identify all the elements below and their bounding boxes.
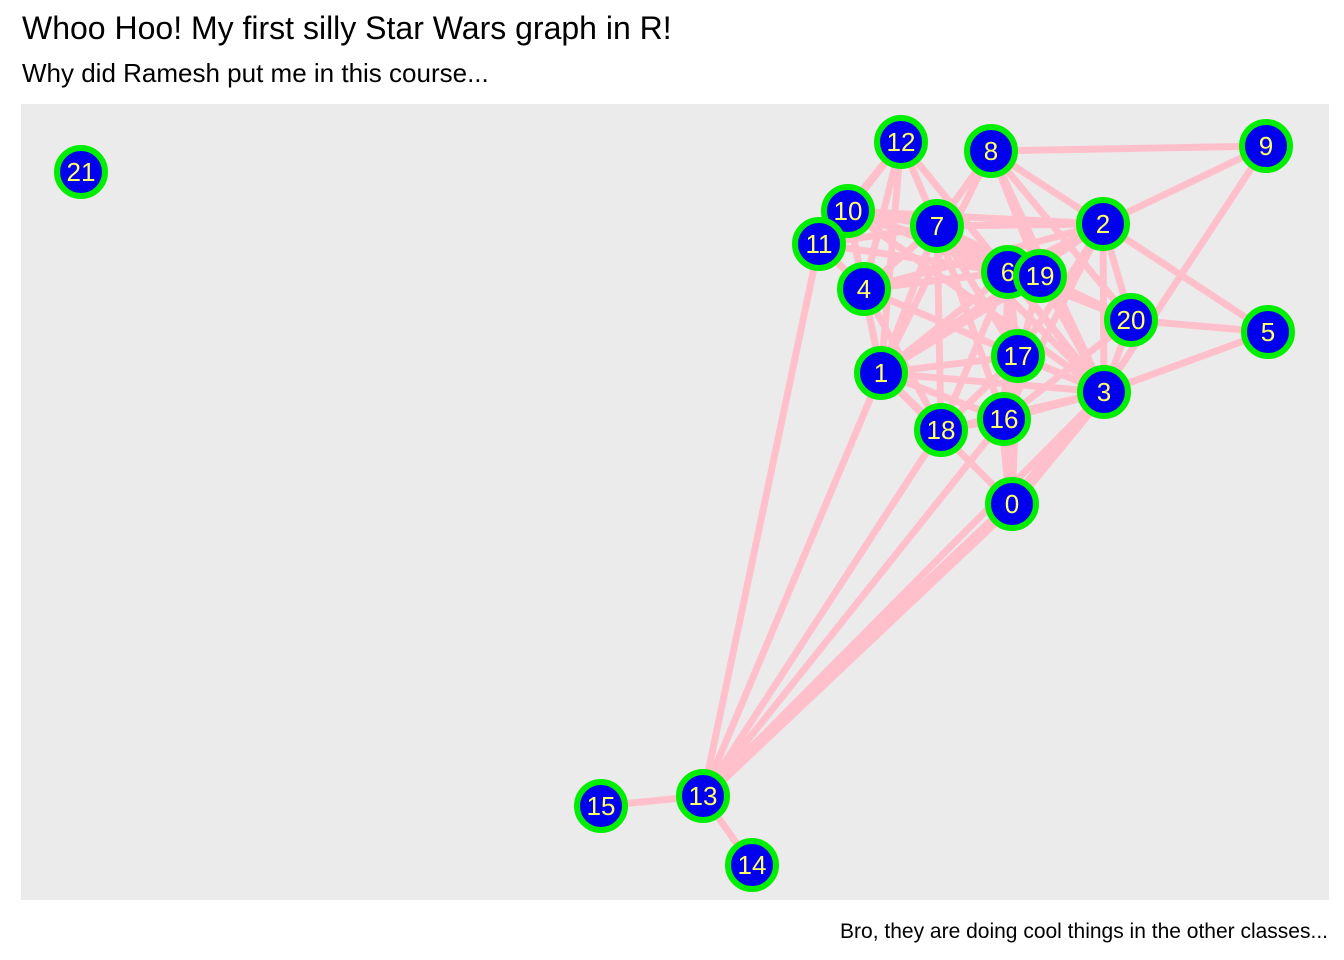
node-5: 5 bbox=[1241, 305, 1295, 359]
node-circle bbox=[1013, 249, 1067, 303]
node-4: 4 bbox=[837, 262, 891, 316]
node-17: 17 bbox=[991, 329, 1045, 383]
node-label: 12 bbox=[887, 127, 916, 157]
node-15: 15 bbox=[574, 779, 628, 833]
node-label: 14 bbox=[738, 850, 767, 880]
node-9: 9 bbox=[1239, 119, 1293, 173]
node-label: 0 bbox=[1005, 489, 1019, 519]
node-circle bbox=[792, 217, 846, 271]
node-label: 13 bbox=[689, 781, 718, 811]
edge-13-3 bbox=[699, 388, 1108, 800]
node-label: 6 bbox=[1001, 257, 1015, 287]
node-2: 2 bbox=[1076, 197, 1130, 251]
node-label: 3 bbox=[1097, 377, 1111, 407]
node-circle bbox=[977, 392, 1031, 446]
node-circle bbox=[964, 124, 1018, 178]
edge-13-16 bbox=[699, 415, 1008, 800]
node-1: 1 bbox=[854, 346, 908, 400]
node-20: 20 bbox=[1104, 293, 1158, 347]
chart-caption: Bro, they are doing cool things in the o… bbox=[840, 920, 1328, 943]
node-label: 15 bbox=[587, 791, 616, 821]
node-circle bbox=[1104, 293, 1158, 347]
node-circle bbox=[725, 838, 779, 892]
edge-9-3 bbox=[1100, 142, 1270, 396]
node-label: 5 bbox=[1261, 317, 1275, 347]
node-label: 4 bbox=[857, 274, 871, 304]
edges-layer bbox=[597, 138, 1272, 869]
node-0: 0 bbox=[985, 477, 1039, 531]
edge-9-8 bbox=[987, 142, 1270, 155]
node-label: 10 bbox=[834, 196, 863, 226]
edge-2-10 bbox=[844, 207, 1107, 228]
node-label: 17 bbox=[1004, 341, 1033, 371]
node-circle bbox=[837, 262, 891, 316]
node-12: 12 bbox=[874, 115, 928, 169]
node-label: 2 bbox=[1096, 209, 1110, 239]
node-circle bbox=[1077, 365, 1131, 419]
node-13: 13 bbox=[676, 769, 730, 823]
node-7: 7 bbox=[910, 199, 964, 253]
edge-9-2 bbox=[1099, 142, 1270, 228]
node-3: 3 bbox=[1077, 365, 1131, 419]
node-circle bbox=[854, 346, 908, 400]
edge-5-2 bbox=[1099, 220, 1272, 336]
node-18: 18 bbox=[914, 403, 968, 457]
edge-11-6 bbox=[815, 240, 1012, 276]
node-circle bbox=[1076, 197, 1130, 251]
node-circle bbox=[910, 199, 964, 253]
node-circle bbox=[874, 115, 928, 169]
edge-3-5 bbox=[1100, 328, 1272, 396]
edge-13-18 bbox=[699, 426, 945, 800]
node-10: 10 bbox=[821, 184, 875, 238]
node-label: 8 bbox=[984, 136, 998, 166]
node-circle bbox=[676, 769, 730, 823]
chart-title: Whoo Hoo! My first silly Star Wars graph… bbox=[22, 10, 672, 46]
edge-13-1 bbox=[699, 369, 885, 800]
node-14: 14 bbox=[725, 838, 779, 892]
node-label: 19 bbox=[1026, 261, 1055, 291]
node-circle bbox=[574, 779, 628, 833]
node-label: 1 bbox=[874, 358, 888, 388]
node-label: 7 bbox=[930, 211, 944, 241]
node-label: 18 bbox=[927, 415, 956, 445]
node-label: 20 bbox=[1117, 305, 1146, 335]
edge-2-16 bbox=[1000, 220, 1107, 423]
node-label: 11 bbox=[806, 229, 833, 259]
node-19: 19 bbox=[1013, 249, 1067, 303]
edge-13-11 bbox=[699, 240, 823, 800]
node-label: 16 bbox=[990, 404, 1019, 434]
node-21: 21 bbox=[54, 145, 108, 199]
node-circle bbox=[1241, 305, 1295, 359]
node-circle bbox=[991, 329, 1045, 383]
node-8: 8 bbox=[964, 124, 1018, 178]
node-circle bbox=[985, 477, 1039, 531]
node-circle bbox=[1239, 119, 1293, 173]
node-circle bbox=[54, 145, 108, 199]
node-label: 21 bbox=[67, 157, 96, 187]
edge-7-16 bbox=[933, 222, 1008, 423]
node-11: 11 bbox=[792, 217, 846, 271]
node-label: 9 bbox=[1259, 131, 1273, 161]
node-16: 16 bbox=[977, 392, 1031, 446]
node-circle bbox=[914, 403, 968, 457]
node-circle bbox=[821, 184, 875, 238]
chart-subtitle: Why did Ramesh put me in this course... bbox=[22, 58, 489, 88]
